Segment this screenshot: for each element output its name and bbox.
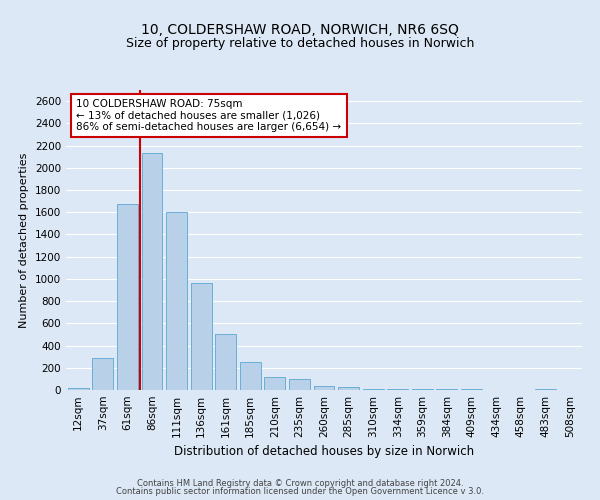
Bar bbox=[92, 358, 113, 390]
Bar bbox=[240, 362, 261, 390]
Bar bbox=[215, 334, 236, 390]
X-axis label: Distribution of detached houses by size in Norwich: Distribution of detached houses by size … bbox=[174, 446, 474, 458]
Text: 10 COLDERSHAW ROAD: 75sqm
← 13% of detached houses are smaller (1,026)
86% of se: 10 COLDERSHAW ROAD: 75sqm ← 13% of detac… bbox=[76, 99, 341, 132]
Bar bbox=[117, 204, 138, 390]
Bar bbox=[191, 284, 212, 390]
Bar bbox=[289, 380, 310, 390]
Bar bbox=[68, 388, 89, 390]
Y-axis label: Number of detached properties: Number of detached properties bbox=[19, 152, 29, 328]
Bar bbox=[338, 386, 359, 390]
Bar bbox=[166, 212, 187, 390]
Bar bbox=[142, 154, 163, 390]
Bar bbox=[314, 386, 334, 390]
Text: Contains HM Land Registry data © Crown copyright and database right 2024.: Contains HM Land Registry data © Crown c… bbox=[137, 478, 463, 488]
Text: Size of property relative to detached houses in Norwich: Size of property relative to detached ho… bbox=[126, 38, 474, 51]
Text: 10, COLDERSHAW ROAD, NORWICH, NR6 6SQ: 10, COLDERSHAW ROAD, NORWICH, NR6 6SQ bbox=[141, 22, 459, 36]
Text: Contains public sector information licensed under the Open Government Licence v : Contains public sector information licen… bbox=[116, 487, 484, 496]
Bar bbox=[265, 376, 286, 390]
